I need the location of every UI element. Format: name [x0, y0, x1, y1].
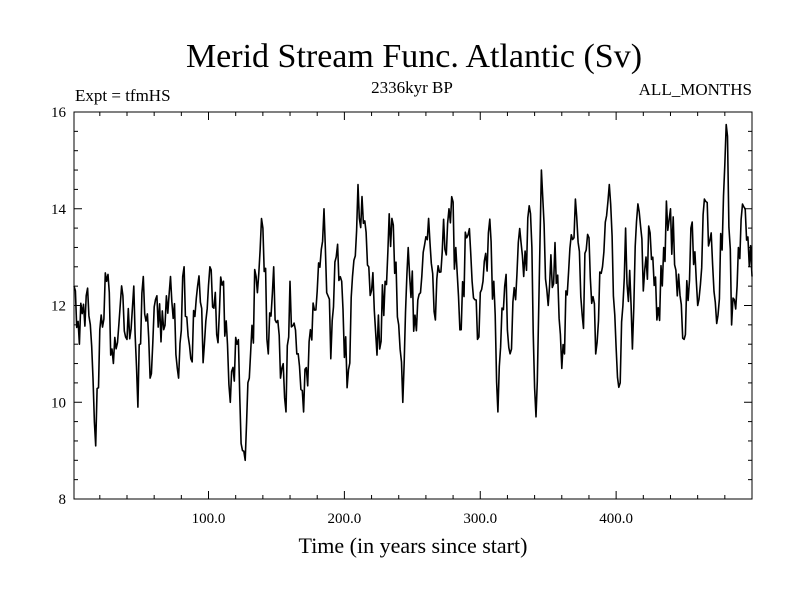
y-tick-label: 12 — [51, 299, 66, 315]
experiment-label: Expt = tfmHS — [75, 86, 171, 105]
plot-frame — [73, 111, 753, 500]
x-tick-label: 100.0 — [192, 511, 226, 527]
ticks-layer: 8 10 12 14 16 100.0 200.0 300.0 400.0 — [51, 105, 752, 527]
series-line — [73, 123, 753, 462]
x-tick-label: 200.0 — [328, 511, 362, 527]
y-tick-label: 8 — [59, 492, 67, 508]
period-label: 2336kyr BP — [371, 78, 453, 97]
x-axis-label: Time (in years since start) — [299, 533, 528, 558]
y-tick-label: 16 — [51, 105, 67, 121]
series-layer — [73, 123, 753, 462]
chart-title: Merid Stream Func. Atlantic (Sv) — [186, 38, 642, 75]
x-tick-label: 400.0 — [599, 511, 633, 527]
months-label: ALL_MONTHS — [639, 80, 752, 99]
x-tick-label: 300.0 — [463, 511, 497, 527]
y-tick-label: 14 — [51, 202, 67, 218]
y-tick-label: 10 — [51, 395, 66, 411]
